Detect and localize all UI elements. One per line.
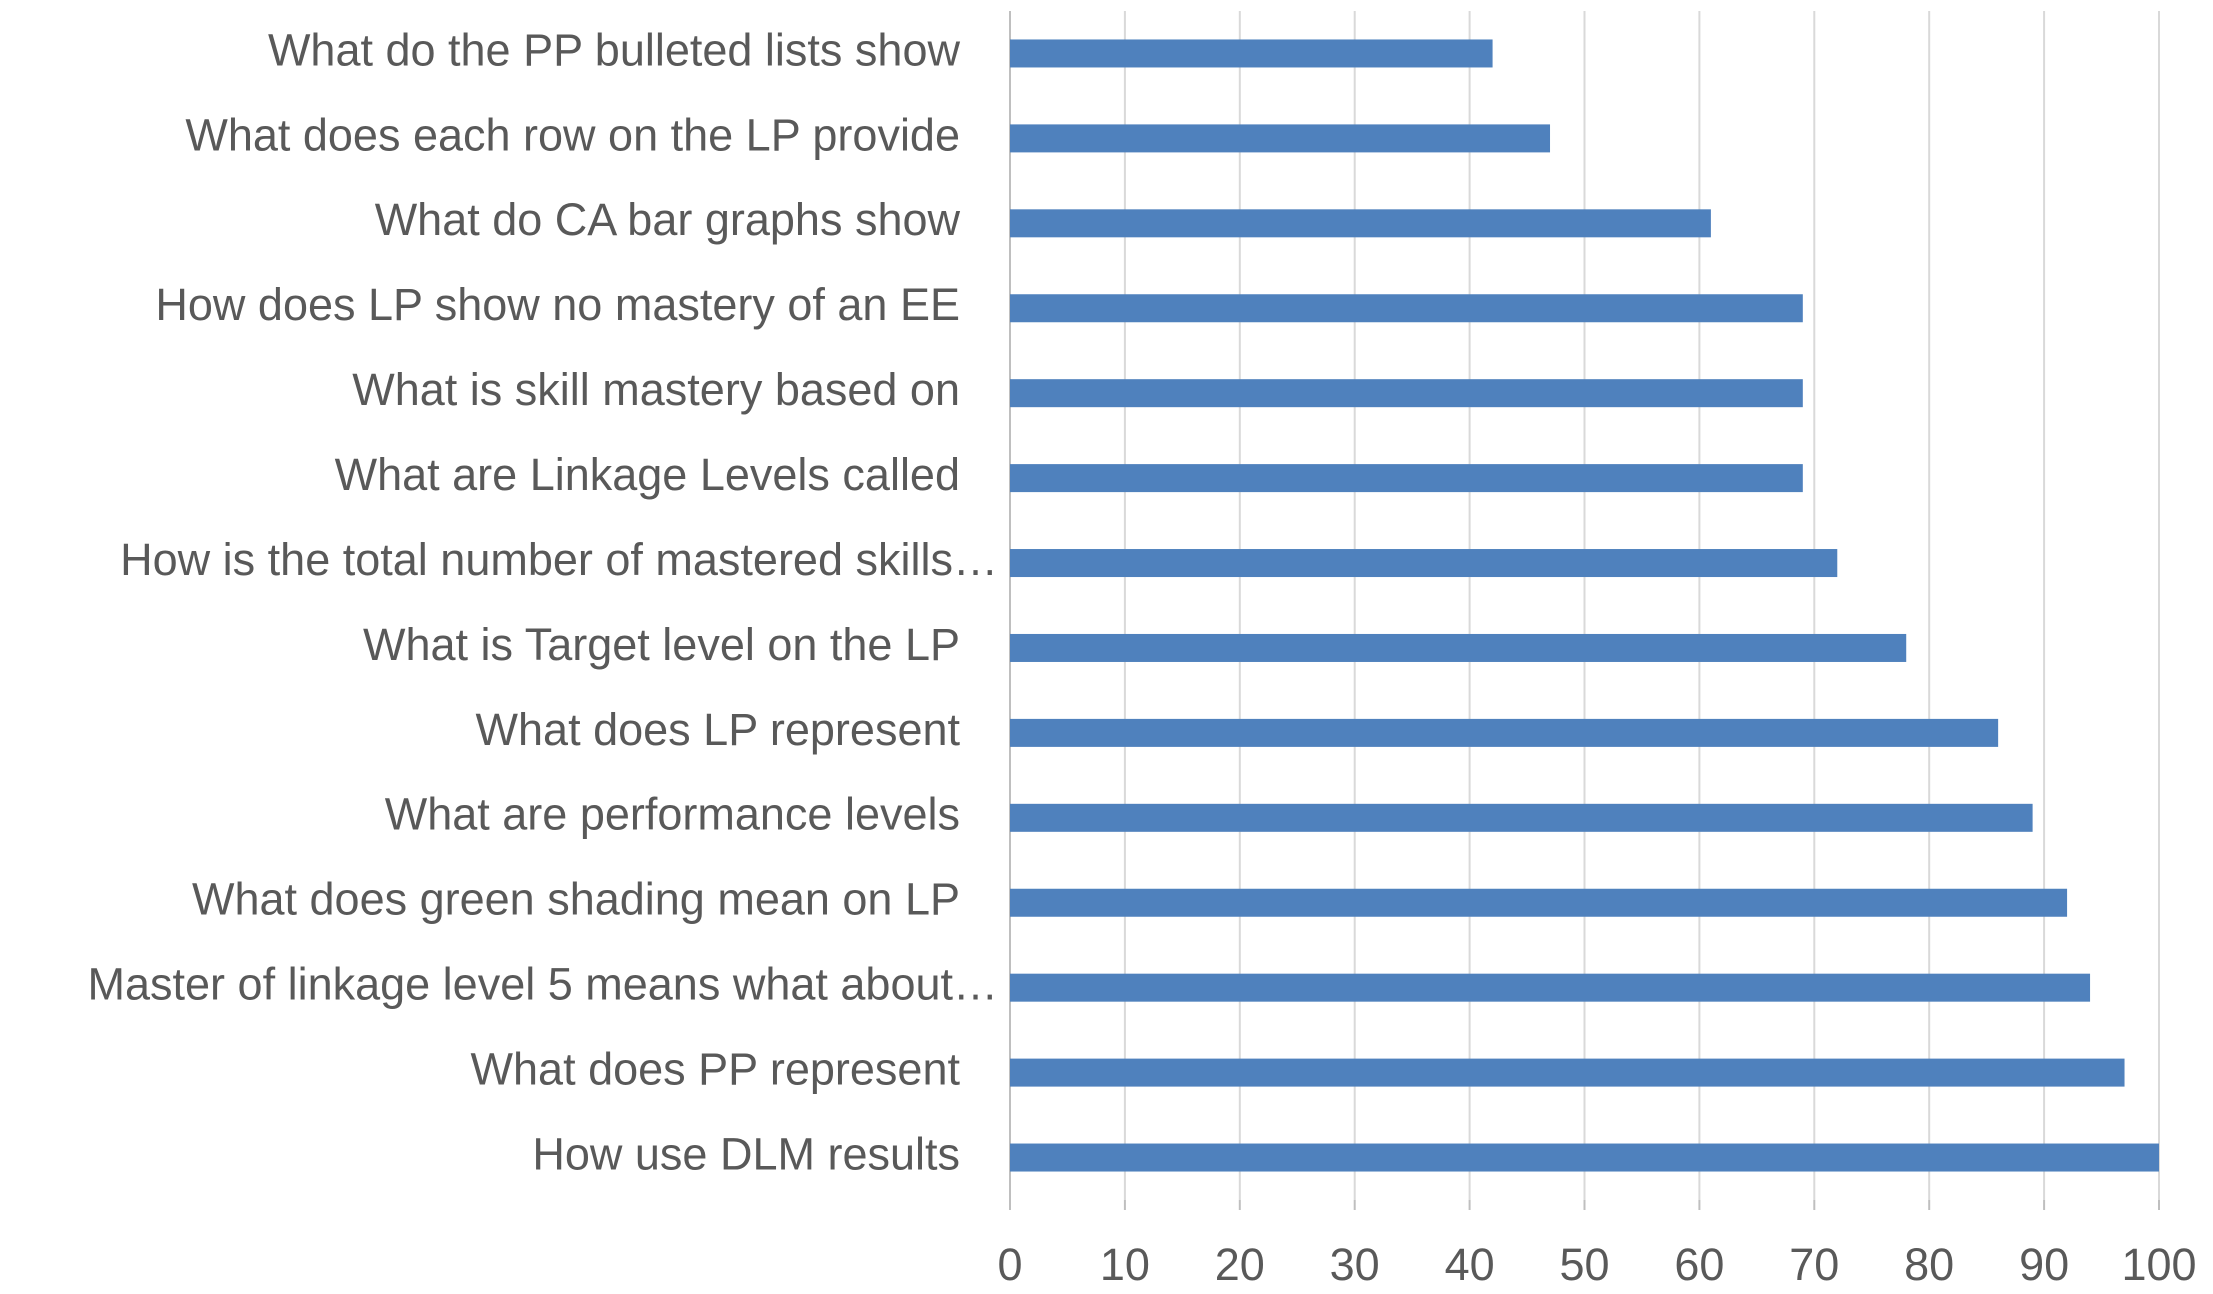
y-tick-label: Master of linkage level 5 means what abo… [88, 959, 998, 1010]
bar [1010, 888, 2068, 917]
x-tick-label: 90 [2019, 1239, 2069, 1290]
y-tick-label: What does LP represent [476, 704, 961, 755]
y-tick-label: What does green shading mean on LP [192, 874, 960, 925]
bar [1010, 633, 1907, 662]
y-tick-label: What do the PP bulleted lists show [268, 24, 961, 75]
y-tick-label: What do CA bar graphs show [375, 194, 961, 245]
y-tick-label: What is skill mastery based on [352, 364, 960, 415]
bar [1010, 803, 2033, 832]
y-tick-label: What does PP represent [471, 1043, 961, 1094]
y-tick-label: How use DLM results [532, 1128, 960, 1179]
y-tick-label: What is Target level on the LP [363, 619, 960, 670]
x-tick-label: 40 [1445, 1239, 1495, 1290]
x-tick-label: 70 [1789, 1239, 1839, 1290]
x-tick-label: 0 [997, 1239, 1022, 1290]
x-tick-label: 60 [1674, 1239, 1724, 1290]
bar [1010, 549, 1838, 578]
bar [1010, 124, 1551, 153]
y-tick-label: How does LP show no mastery of an EE [155, 279, 960, 330]
y-tick-label: How is the total number of mastered skil… [120, 534, 998, 585]
bar [1010, 1058, 2125, 1087]
bar [1010, 39, 1493, 68]
x-tick-label: 10 [1100, 1239, 1150, 1290]
bar [1010, 294, 1803, 323]
x-tick-label: 100 [2121, 1239, 2196, 1290]
y-tick-label: What are Linkage Levels called [335, 449, 960, 500]
y-tick-label: What does each row on the LP provide [185, 109, 960, 160]
x-tick-label: 20 [1215, 1239, 1265, 1290]
bar [1010, 209, 1711, 238]
x-tick-label: 30 [1330, 1239, 1380, 1290]
x-tick-label: 50 [1559, 1239, 1609, 1290]
bar [1010, 718, 1999, 747]
bar [1010, 973, 2091, 1002]
x-tick-label: 80 [1904, 1239, 1954, 1290]
bar [1010, 379, 1803, 408]
bar [1010, 464, 1803, 493]
bar [1010, 1143, 2159, 1172]
y-tick-label: What are performance levels [385, 789, 960, 840]
